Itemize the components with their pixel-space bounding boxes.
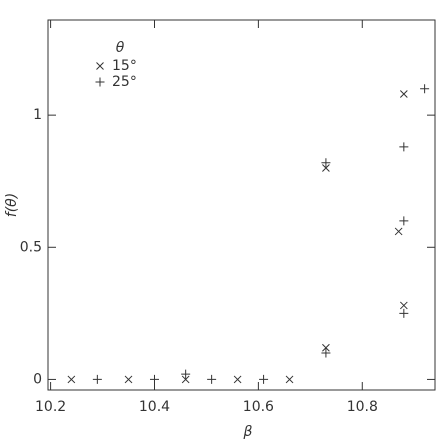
y-tick-label: 0 xyxy=(33,371,42,387)
legend-title: θ xyxy=(116,40,125,56)
point xyxy=(394,227,403,236)
point xyxy=(399,301,408,310)
point xyxy=(321,348,331,358)
point xyxy=(399,142,409,152)
x-tick-label: 10.4 xyxy=(139,399,170,415)
legend-label: 15° xyxy=(112,58,137,74)
point xyxy=(207,374,217,384)
point xyxy=(285,375,294,384)
point xyxy=(149,374,159,384)
point xyxy=(399,308,409,318)
point xyxy=(181,375,190,384)
point xyxy=(92,374,102,384)
x-tick-label: 10.8 xyxy=(347,399,378,415)
y-axis-label: f(θ) xyxy=(4,193,20,217)
point xyxy=(181,369,191,379)
legend-marker xyxy=(96,62,104,70)
legend-marker xyxy=(95,77,105,87)
point xyxy=(259,374,269,384)
point xyxy=(124,375,133,384)
point xyxy=(399,90,408,98)
x-axis-label: β xyxy=(243,424,253,440)
y-tick-label: 0.5 xyxy=(20,239,42,255)
legend-label: 25° xyxy=(112,74,137,90)
point xyxy=(321,158,331,168)
point xyxy=(399,216,409,226)
point xyxy=(322,343,330,352)
point xyxy=(233,375,242,384)
x-tick-label: 10.2 xyxy=(35,399,66,415)
point xyxy=(67,375,76,384)
point xyxy=(420,84,430,94)
x-tick-label: 10.6 xyxy=(243,399,274,415)
plot-frame xyxy=(47,19,436,391)
point xyxy=(322,164,330,172)
y-tick-label: 1 xyxy=(33,107,42,123)
